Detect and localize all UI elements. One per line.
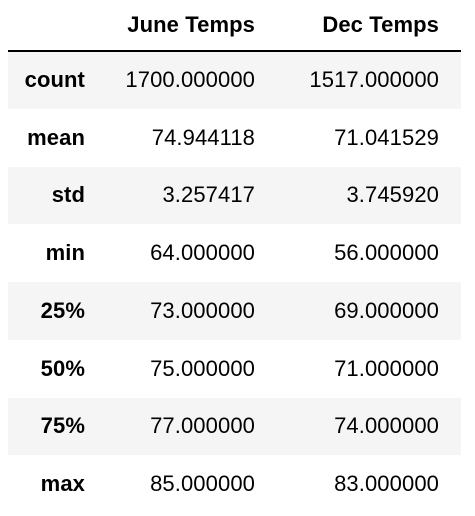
table-row: max 85.000000 83.000000 (8, 455, 461, 513)
row-label: mean (27, 124, 85, 150)
cell-dec-temps: 1517.000000 (309, 67, 439, 93)
cell-june-temps: 77.000000 (150, 413, 255, 439)
table-row: mean 74.944118 71.041529 (8, 108, 461, 167)
cell-june-temps: 3.257417 (162, 182, 255, 208)
row-label: max (40, 471, 85, 497)
cell-june-temps: 75.000000 (150, 355, 255, 381)
summary-statistics-table: June Temps Dec Temps count 1700.000000 1… (8, 0, 461, 513)
row-label: count (24, 67, 85, 93)
cell-june-temps: 74.944118 (151, 124, 255, 150)
row-label: 50% (40, 355, 85, 381)
table-header: June Temps Dec Temps (8, 0, 461, 52)
cell-june-temps: 64.000000 (150, 240, 255, 266)
cell-dec-temps: 71.041529 (334, 124, 439, 150)
cell-dec-temps: 83.000000 (334, 471, 439, 497)
cell-dec-temps: 74.000000 (334, 413, 439, 439)
cell-dec-temps: 3.745920 (346, 182, 439, 208)
cell-june-temps: 1700.000000 (125, 67, 255, 93)
table-body: count 1700.000000 1517.000000 mean 74.94… (8, 51, 461, 513)
table-row: min 64.000000 56.000000 (8, 224, 461, 282)
row-label: 25% (40, 297, 85, 323)
row-label: 75% (40, 413, 85, 439)
row-label: min (45, 240, 85, 266)
cell-dec-temps: 56.000000 (334, 240, 439, 266)
table-row: 50% 75.000000 71.000000 (8, 339, 461, 398)
cell-dec-temps: 69.000000 (334, 297, 439, 323)
index-header-corner (8, 0, 103, 52)
cell-dec-temps: 71.000000 (334, 355, 439, 381)
row-label: std (51, 182, 85, 208)
table-row: std 3.257417 3.745920 (8, 166, 461, 225)
table-row: count 1700.000000 1517.000000 (8, 51, 461, 109)
column-header-june-temps: June Temps (103, 0, 273, 52)
column-header-dec-temps: Dec Temps (273, 0, 461, 52)
table-row: 75% 77.000000 74.000000 (8, 397, 461, 456)
table-row: 25% 73.000000 69.000000 (8, 282, 461, 340)
cell-june-temps: 85.000000 (150, 471, 255, 497)
header-row: June Temps Dec Temps (8, 0, 461, 52)
cell-june-temps: 73.000000 (150, 297, 255, 323)
